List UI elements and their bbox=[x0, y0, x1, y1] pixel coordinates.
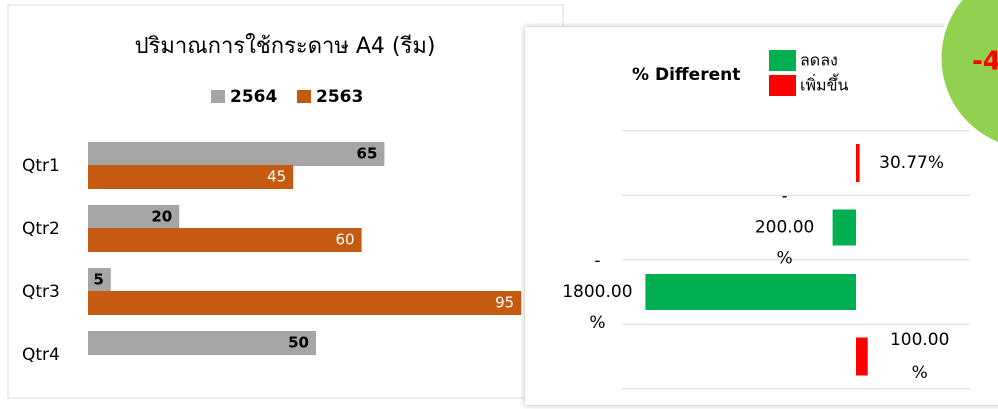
chart-title: ปริมาณการใช้กระดาษ A4 (รีม) bbox=[135, 33, 436, 59]
data-label-line: % bbox=[777, 249, 793, 269]
data-label-line: % bbox=[912, 363, 928, 383]
data-label: 45 bbox=[267, 168, 286, 186]
data-label: 30.77% bbox=[879, 153, 944, 173]
data-label: 5 bbox=[93, 271, 103, 289]
badge-circle bbox=[938, 0, 998, 146]
bar bbox=[88, 205, 180, 229]
data-label-line: 1800.00 bbox=[562, 282, 632, 302]
legend-swatch bbox=[211, 90, 225, 103]
left-chart: ปริมาณการใช้กระดาษ A4 (รีม) 2564 2563 Qtr1… bbox=[7, 4, 564, 399]
data-label: 50 bbox=[288, 334, 309, 352]
data-label-line: 100.00 bbox=[890, 330, 949, 350]
bar bbox=[856, 144, 860, 182]
y-tick-label: Qtr2 bbox=[22, 219, 60, 239]
badge-text: -4 bbox=[972, 47, 998, 77]
data-label: 95 bbox=[495, 294, 514, 312]
y-tick-label: Qtr4 bbox=[22, 345, 60, 365]
data-label-line: - bbox=[782, 187, 788, 207]
data-label-line: - bbox=[594, 251, 600, 271]
bar bbox=[88, 268, 111, 292]
data-label: 65 bbox=[357, 145, 378, 163]
legend-label: 2563 bbox=[316, 87, 363, 107]
legend-swatch bbox=[297, 90, 311, 103]
legend-swatch bbox=[769, 50, 796, 71]
data-label: - 200.00% bbox=[755, 187, 814, 269]
data-label-line: 200.00 bbox=[755, 218, 814, 238]
badge: -4 bbox=[938, 0, 998, 146]
chart-title: % Different bbox=[632, 65, 740, 85]
bar bbox=[88, 291, 522, 315]
legend-label: 2564 bbox=[230, 87, 277, 107]
data-label: 20 bbox=[151, 208, 172, 226]
data-label: 60 bbox=[336, 231, 355, 249]
bar bbox=[856, 337, 868, 376]
legend-label: เพิ่มขึ้น bbox=[800, 74, 849, 95]
bar bbox=[645, 274, 856, 310]
bar bbox=[88, 228, 362, 252]
bar bbox=[88, 165, 294, 189]
bar bbox=[832, 209, 856, 246]
data-label: 100.00% bbox=[890, 330, 949, 383]
chart-frame bbox=[525, 27, 998, 405]
legend-swatch bbox=[769, 75, 796, 96]
bar bbox=[88, 142, 385, 166]
data-label: - 1800.00% bbox=[562, 251, 632, 333]
legend-label: ลดลง bbox=[800, 51, 838, 70]
bar bbox=[88, 331, 316, 355]
y-tick-label: Qtr1 bbox=[22, 156, 60, 176]
y-tick-label: Qtr3 bbox=[22, 282, 60, 302]
data-label-line: % bbox=[589, 313, 605, 333]
